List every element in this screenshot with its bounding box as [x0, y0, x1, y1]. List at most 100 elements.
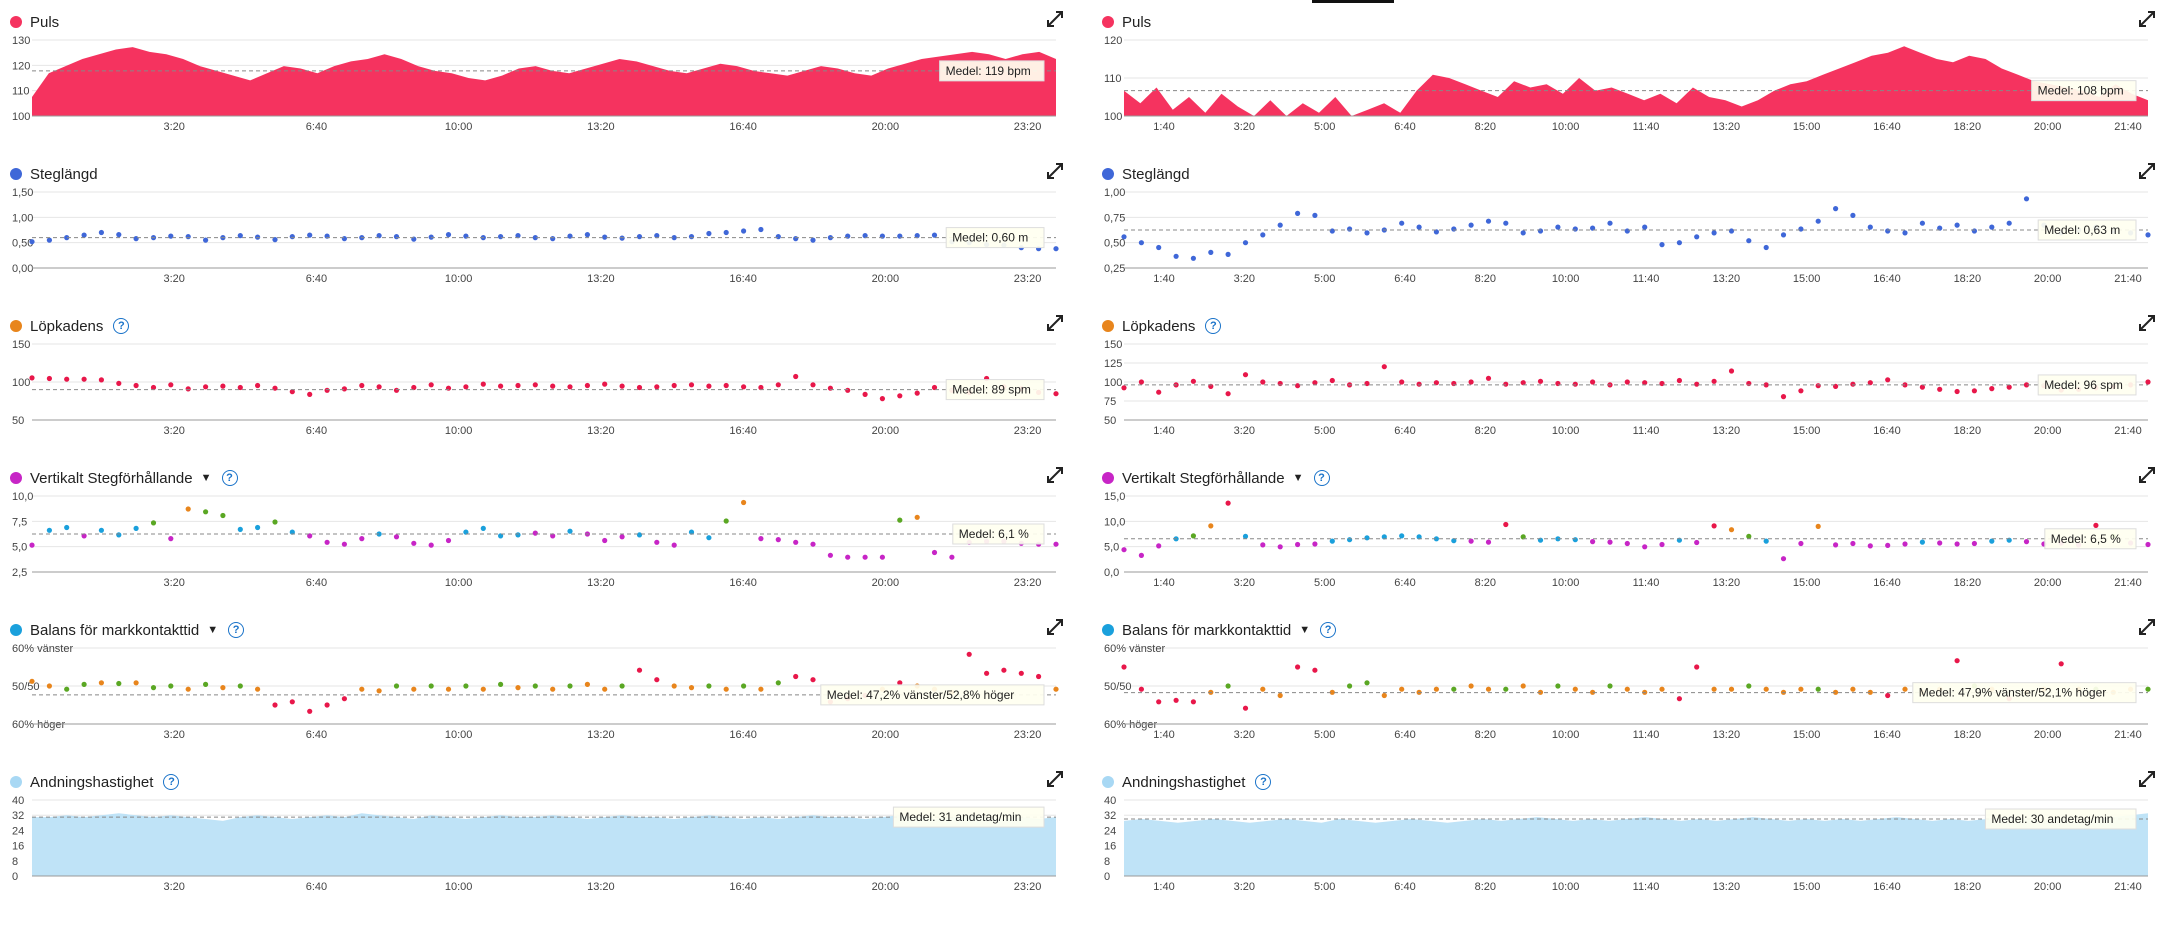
data-point	[1537, 378, 1544, 384]
data-point	[480, 686, 486, 692]
balance-header: Balans för markkontakttid ▼?	[10, 620, 245, 640]
data-point	[1902, 541, 1908, 547]
question-circle-icon[interactable]: ?	[1320, 622, 1337, 638]
x-tick-label: 5:00	[1314, 729, 1335, 741]
x-tick-label: 20:00	[2034, 577, 2062, 589]
data-point	[949, 554, 955, 560]
x-tick-label: 23:20	[1014, 577, 1042, 589]
data-point	[29, 542, 35, 548]
x-tick-label: 20:00	[2034, 121, 2062, 133]
x-tick-label: 20:00	[2034, 425, 2062, 437]
data-point	[1277, 692, 1283, 699]
question-circle-icon[interactable]: ?	[163, 774, 180, 790]
data-point	[185, 386, 191, 392]
expand-arrows-icon[interactable]	[2138, 618, 2156, 636]
data-point	[1642, 544, 1648, 550]
x-tick-label: 15:00	[1793, 729, 1821, 741]
chart-title: Andningshastighet	[1122, 773, 1246, 791]
data-point	[984, 670, 990, 676]
expand-arrows-icon[interactable]	[1046, 770, 1064, 788]
pulse-header: Puls	[10, 12, 59, 32]
expand-arrows-icon[interactable]	[2138, 314, 2156, 332]
data-point	[1138, 240, 1144, 246]
x-tick-label: 10:00	[445, 273, 473, 285]
question-circle-icon[interactable]: ?	[221, 470, 238, 486]
x-tick-label: 20:00	[872, 425, 900, 437]
data-point	[862, 554, 868, 560]
x-tick-label: 21:40	[2114, 273, 2142, 285]
data-point	[602, 537, 608, 544]
data-point	[81, 533, 87, 539]
data-point	[758, 536, 764, 542]
average-label: Medel: 30 andetag/min	[1984, 808, 2137, 830]
y-tick-label: 32	[1104, 810, 1116, 822]
data-point	[654, 233, 660, 239]
data-point	[1242, 705, 1249, 711]
x-tick-label: 15:00	[1793, 577, 1821, 589]
expand-arrows-icon[interactable]	[2138, 466, 2156, 484]
data-point	[1433, 380, 1439, 386]
data-point	[1798, 686, 1804, 692]
expand-arrows-icon[interactable]	[1046, 10, 1064, 28]
data-point	[1676, 240, 1682, 246]
data-point	[359, 686, 365, 692]
data-point	[393, 683, 400, 689]
question-circle-icon[interactable]: ?	[113, 318, 130, 334]
expand-arrows-icon[interactable]	[1046, 162, 1064, 180]
data-point	[428, 683, 434, 689]
y-tick-label: 16	[12, 841, 24, 853]
x-tick-label: 5:00	[1314, 425, 1335, 437]
x-tick-label: 20:00	[2034, 881, 2062, 893]
expand-arrows-icon[interactable]	[2138, 10, 2156, 28]
y-tick-label: 16	[1104, 841, 1116, 853]
expand-arrows-icon[interactable]	[1046, 314, 1064, 332]
x-tick-label: 20:00	[872, 729, 900, 741]
data-point	[324, 387, 330, 393]
question-circle-icon[interactable]: ?	[1255, 774, 1272, 790]
expand-arrows-icon[interactable]	[1046, 466, 1064, 484]
question-circle-icon[interactable]: ?	[1313, 470, 1330, 486]
data-point	[1036, 673, 1042, 680]
data-point	[1295, 383, 1301, 389]
y-tick-label: 120	[1104, 35, 1122, 47]
x-tick-label: 16:40	[1873, 425, 1901, 437]
data-point	[341, 696, 347, 702]
y-tick-label: 0,75	[1104, 212, 1125, 224]
y-tick-label: 15,0	[1104, 491, 1125, 503]
question-circle-icon[interactable]: ?	[228, 622, 245, 638]
x-tick-label: 3:20	[164, 577, 185, 589]
data-point	[1312, 212, 1318, 218]
data-point	[1225, 683, 1231, 689]
chart-title: Balans för markkontakttid	[30, 621, 200, 639]
data-point	[1520, 380, 1526, 386]
data-point	[1572, 226, 1578, 232]
caret-down-icon[interactable]: ▼	[200, 472, 212, 484]
data-point	[741, 228, 747, 234]
data-point	[185, 234, 191, 240]
expand-arrows-icon[interactable]	[2138, 770, 2156, 788]
expand-arrows-icon[interactable]	[2138, 162, 2156, 180]
x-tick-label: 16:40	[1873, 273, 1901, 285]
data-point	[150, 520, 157, 526]
expand-arrows-icon[interactable]	[1046, 618, 1064, 636]
data-point	[1590, 689, 1596, 695]
svg-text:Medel: 108 bpm: Medel: 108 bpm	[2038, 84, 2124, 98]
data-point	[1190, 378, 1196, 384]
data-point	[272, 237, 278, 243]
x-tick-label: 1:40	[1153, 425, 1174, 437]
x-tick-label: 11:40	[1633, 729, 1660, 741]
data-point	[1694, 664, 1700, 670]
caret-down-icon[interactable]: ▼	[207, 624, 219, 636]
cadence-panel: Löpkadens? 150 100 50 Medel: 89 spm 3:20 6:40 1…	[10, 304, 1070, 456]
data-point	[636, 532, 643, 538]
stride-panel: Steglängd 1,00 0,75 0,50 0,25 Medel: 0,63 m 1:…	[1102, 152, 2158, 304]
y-tick-label: 32	[12, 810, 24, 822]
y-tick-label: 8	[1104, 856, 1110, 868]
data-point	[1053, 246, 1059, 252]
data-point	[1416, 224, 1422, 230]
data-point	[775, 537, 781, 543]
caret-down-icon[interactable]: ▼	[1292, 472, 1304, 484]
question-circle-icon[interactable]: ?	[1205, 318, 1222, 334]
caret-down-icon[interactable]: ▼	[1299, 624, 1311, 636]
data-point	[133, 525, 139, 531]
